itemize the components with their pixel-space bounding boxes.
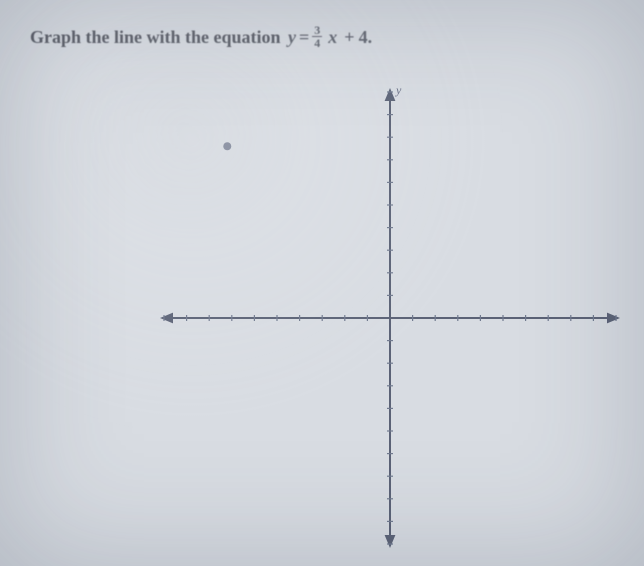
equals-sign: = [299,27,309,48]
period: . [368,27,373,48]
arrowhead-left-icon [160,313,173,324]
page-root: Graph the line with the equation y = 3 4… [0,0,644,566]
x-variable: x [328,27,337,48]
problem-prompt: Graph the line with the equation y = 3 4… [30,25,614,50]
fraction: 3 4 [312,24,322,49]
lhs-variable: y [288,27,296,48]
constant-term: 4 [359,27,368,48]
arrowhead-right-icon [607,313,620,324]
equation: y = 3 4 x + 4 . [285,25,372,50]
prompt-text: Graph the line with the equation [30,27,285,47]
coordinate-plane: y [150,78,630,558]
plotted-point [223,142,231,150]
arrowhead-down-icon [385,535,396,548]
plus-sign: + [344,27,354,48]
y-axis-label: y [395,83,402,97]
arrowhead-up-icon [385,88,396,101]
fraction-denominator: 4 [312,37,322,49]
chart-svg: y [150,78,630,558]
